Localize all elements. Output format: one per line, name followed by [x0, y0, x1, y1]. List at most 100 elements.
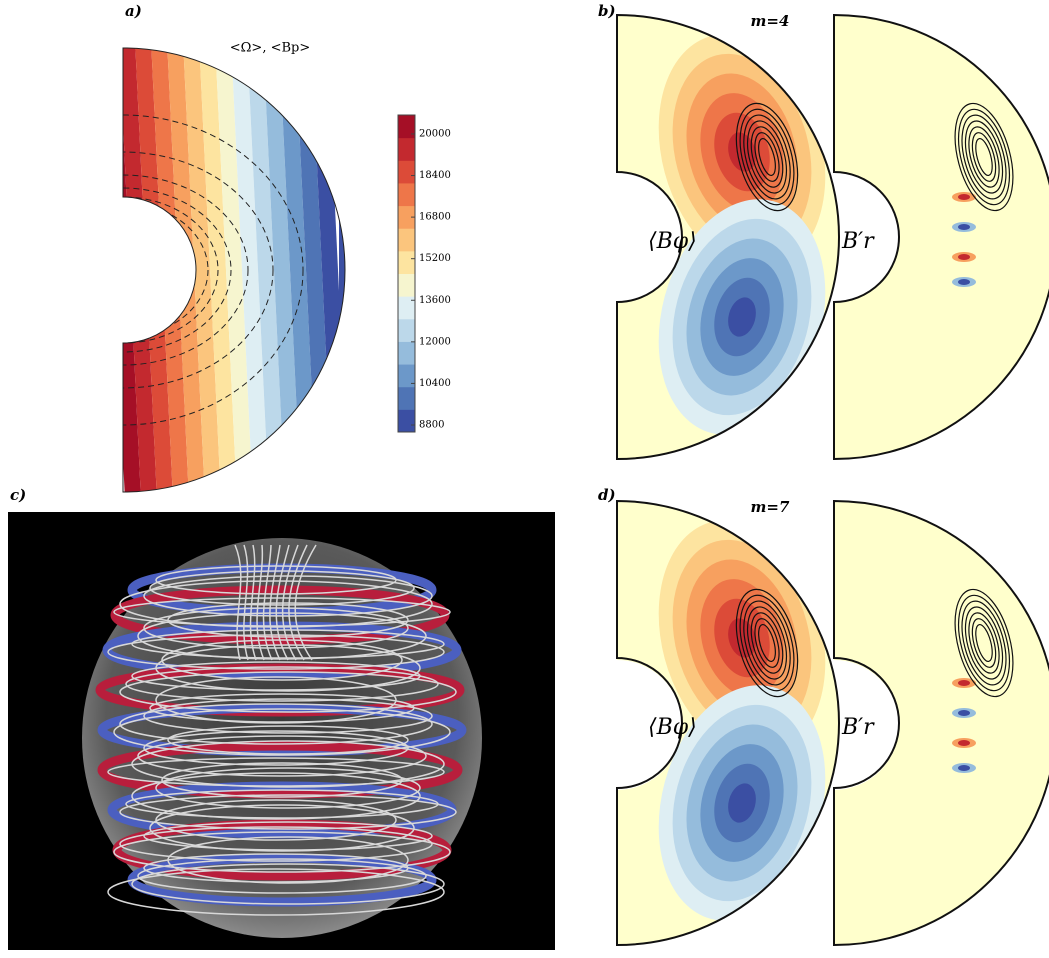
field-line [155, 799, 397, 841]
contour-line [957, 108, 1011, 206]
colorbar-tick-label: 20000 [419, 128, 451, 139]
field-line-bundle [107, 544, 457, 916]
color-band [339, 48, 345, 492]
panel-label: c) [10, 486, 26, 504]
contour-fill [958, 710, 970, 716]
colorbar-cell [398, 409, 415, 433]
contour-lines [954, 588, 1014, 698]
contour-line [754, 618, 780, 668]
contour-fill [958, 224, 970, 230]
contour-line [961, 114, 1007, 200]
field-line [161, 762, 403, 798]
field-line [125, 666, 439, 702]
colorbar-cell [398, 364, 415, 388]
contour-fill [958, 194, 970, 200]
panel-title: m=7 [751, 498, 790, 516]
contour-line [971, 618, 997, 668]
contour-line [743, 600, 791, 686]
field-line [107, 868, 445, 916]
field-label: ⟨Bφ⟩ [648, 715, 697, 740]
field-line [143, 821, 433, 851]
field-line [119, 703, 433, 745]
colorbar-cell [398, 205, 415, 229]
field-line [107, 757, 445, 787]
colorbar-cell [398, 273, 415, 297]
colorbar-tick-label: 8800 [419, 419, 444, 430]
field-line [119, 794, 457, 830]
color-band [123, 48, 141, 492]
contour-line [968, 126, 1000, 188]
field-line [131, 863, 445, 905]
outline [122, 47, 346, 493]
colorbar-tick-label: 10400 [419, 378, 451, 389]
field-line [256, 544, 265, 661]
contour-line [750, 126, 784, 188]
panel-title: m=4 [751, 12, 790, 30]
colorbar-cell [398, 115, 415, 139]
contour-line [957, 594, 1011, 692]
field-line [119, 580, 433, 628]
contour-fill [728, 618, 756, 658]
field-line [113, 597, 451, 627]
colorbar-cell [398, 318, 415, 342]
contour-line [746, 606, 788, 680]
colorbar-cell [398, 137, 415, 161]
field-line [113, 831, 451, 873]
field-label: B′r [841, 229, 875, 254]
field-line [119, 826, 433, 862]
panel-label: d) [598, 486, 616, 504]
field-line [131, 772, 421, 820]
field-line [161, 639, 403, 681]
field-lines [123, 114, 304, 426]
field-line [167, 725, 409, 755]
colorbar-cell [398, 250, 415, 274]
field-line [269, 544, 281, 661]
color-band [247, 48, 285, 492]
colorbar-cell [398, 160, 415, 184]
contour-line [961, 600, 1007, 686]
field-line [137, 858, 427, 894]
field-line [143, 730, 409, 766]
colorbar-tick-label: 18400 [419, 170, 451, 181]
contour-line [743, 114, 791, 200]
outline [616, 499, 840, 947]
colorbar-cell [398, 296, 415, 320]
colorbar-cell [398, 228, 415, 252]
field-line [243, 544, 249, 661]
contour-line [975, 623, 993, 663]
contour-line [746, 120, 788, 194]
contour-line [971, 132, 997, 182]
field-line [249, 544, 257, 661]
field-line [234, 544, 242, 661]
field-line [155, 676, 397, 724]
color-band [279, 48, 317, 492]
field-line [143, 698, 433, 734]
field-line [149, 804, 415, 852]
colorbar-cell [398, 341, 415, 365]
colorbar: 8800 10400 12000 13600 15200 16800 18400 20000 [397, 114, 451, 433]
contour-fill [958, 765, 970, 771]
contour-fill [958, 254, 970, 260]
field-line [131, 740, 445, 788]
contour-fill [958, 740, 970, 746]
colorbar-tick-label: 12000 [419, 336, 451, 347]
panel-title: <Ω>, <Bp> [230, 41, 311, 56]
colorbar-frame [397, 114, 416, 433]
field-line [167, 602, 409, 638]
contour-fill [728, 132, 756, 172]
color-band [263, 48, 301, 492]
field-line [262, 544, 273, 661]
field-line [281, 544, 299, 661]
outline [833, 13, 1049, 461]
contour-line [964, 120, 1004, 194]
field-line [119, 671, 457, 713]
contour-line [968, 612, 1000, 674]
contour-lines [954, 102, 1014, 212]
colorbar-tick-label: 16800 [419, 212, 451, 223]
contour-lines [735, 588, 799, 698]
panel-label: b) [598, 2, 616, 20]
field-line [155, 767, 421, 809]
contour-line [964, 606, 1004, 680]
color-band [231, 48, 269, 492]
outline [616, 13, 840, 461]
